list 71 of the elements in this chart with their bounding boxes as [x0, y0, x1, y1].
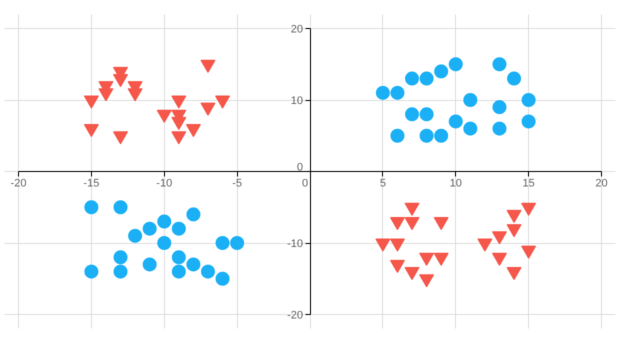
point [463, 93, 478, 107]
point [492, 231, 507, 244]
point [405, 107, 420, 122]
x-tick-label: -15 [83, 178, 100, 190]
point [128, 228, 142, 243]
x-tick-label: 15 [522, 178, 535, 190]
point [477, 238, 492, 252]
point [434, 252, 449, 266]
point [434, 64, 448, 78]
y-tick-label: 0 [296, 162, 304, 174]
point [172, 222, 186, 236]
point [521, 202, 536, 216]
point [506, 210, 522, 223]
point [420, 72, 434, 86]
point [522, 114, 536, 128]
point [172, 250, 186, 264]
y-tick-label: 20 [290, 24, 304, 36]
point [376, 86, 390, 100]
point [506, 267, 522, 280]
point [230, 236, 244, 250]
point [390, 238, 405, 252]
point [375, 238, 390, 252]
point [186, 207, 200, 222]
x-tick-label: -20 [10, 178, 26, 190]
point [419, 274, 434, 288]
point [114, 200, 128, 214]
point [522, 93, 536, 107]
point [172, 264, 186, 279]
x-tick-label: 10 [450, 178, 462, 190]
point [420, 107, 434, 122]
point [390, 217, 405, 230]
point [186, 257, 200, 272]
y-tick-label: 10 [290, 95, 304, 107]
x-tick-label: 20 [595, 178, 608, 190]
point [390, 86, 404, 100]
point [492, 57, 506, 72]
point [448, 114, 463, 128]
x-tick-label: 5 [380, 178, 386, 190]
point [84, 200, 98, 214]
x-tick-label: -10 [156, 178, 172, 190]
point [521, 246, 536, 259]
point [448, 57, 463, 72]
point [434, 217, 449, 230]
y-tick-label: -10 [287, 238, 304, 250]
point [142, 222, 157, 236]
point [434, 128, 448, 143]
point [216, 236, 230, 250]
x-tick-label: -5 [232, 178, 242, 190]
point [216, 272, 230, 286]
point [507, 72, 522, 86]
y-tick-label: -20 [287, 310, 304, 322]
point [492, 122, 506, 136]
point [390, 128, 404, 143]
point [200, 264, 215, 279]
point [114, 250, 128, 264]
point [420, 128, 434, 143]
point [463, 122, 478, 136]
point [405, 72, 420, 86]
point [114, 264, 128, 279]
point [506, 224, 522, 238]
point [84, 264, 98, 279]
point [142, 257, 157, 272]
point [390, 260, 405, 274]
point [404, 217, 420, 230]
point [157, 236, 172, 250]
point [157, 214, 172, 229]
point [419, 252, 434, 266]
point [492, 100, 506, 114]
point [404, 267, 420, 280]
point [492, 252, 507, 266]
point [404, 202, 420, 216]
